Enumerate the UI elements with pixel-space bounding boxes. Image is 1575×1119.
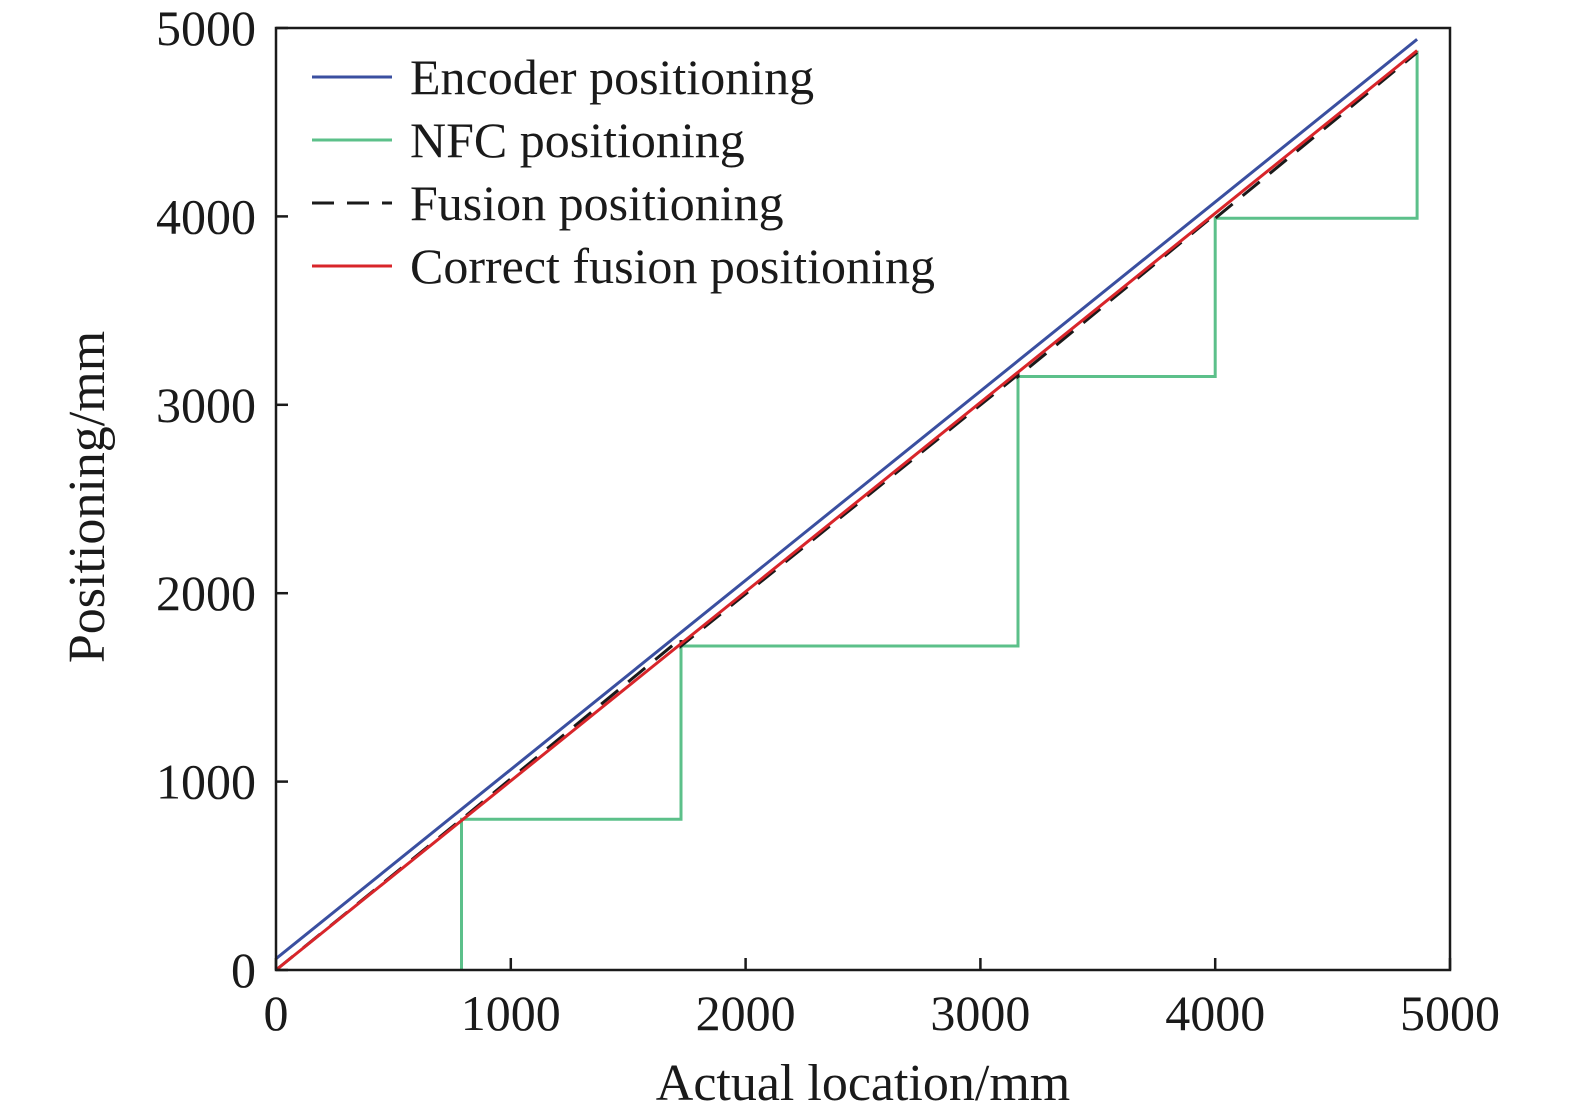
legend-label: NFC positioning — [410, 112, 745, 168]
y-axis-title: Positioning/mm — [59, 331, 116, 663]
series-line-fusion-positioning — [275, 51, 1419, 972]
y-tick-label: 1000 — [156, 754, 256, 810]
plot-lines — [275, 38, 1419, 972]
y-tick-label: 2000 — [156, 565, 256, 621]
y-tick-label: 3000 — [156, 377, 256, 433]
x-tick-label: 4000 — [1165, 985, 1265, 1041]
y-tick-label: 0 — [231, 942, 256, 998]
axis-ticks: 0 1000 2000 3000 4000 5000 0 1000 2000 3000 4000 50… — [156, 0, 1500, 1041]
x-tick-label: 2000 — [696, 985, 796, 1041]
legend-label: Correct fusion positioning — [410, 238, 935, 294]
legend: Encoder positioning NFC positioning Fusion… — [312, 49, 935, 294]
series-line-encoder-positioning — [275, 38, 1419, 960]
series-line-correct-fusion-positioning — [275, 49, 1419, 972]
plot-frame — [274, 26, 1452, 972]
series-line-nfc-positioning — [460, 50, 1419, 970]
x-tick-label: 0 — [264, 985, 289, 1041]
legend-label: Encoder positioning — [410, 49, 814, 105]
legend-label: Fusion positioning — [410, 175, 784, 231]
y-tick-label: 4000 — [156, 188, 256, 244]
x-tick-label: 3000 — [930, 985, 1030, 1041]
x-tick-label: 5000 — [1400, 985, 1500, 1041]
x-tick-label: 1000 — [461, 985, 561, 1041]
y-tick-label: 5000 — [156, 0, 256, 56]
x-axis-title: Actual location/mm — [656, 1055, 1070, 1112]
